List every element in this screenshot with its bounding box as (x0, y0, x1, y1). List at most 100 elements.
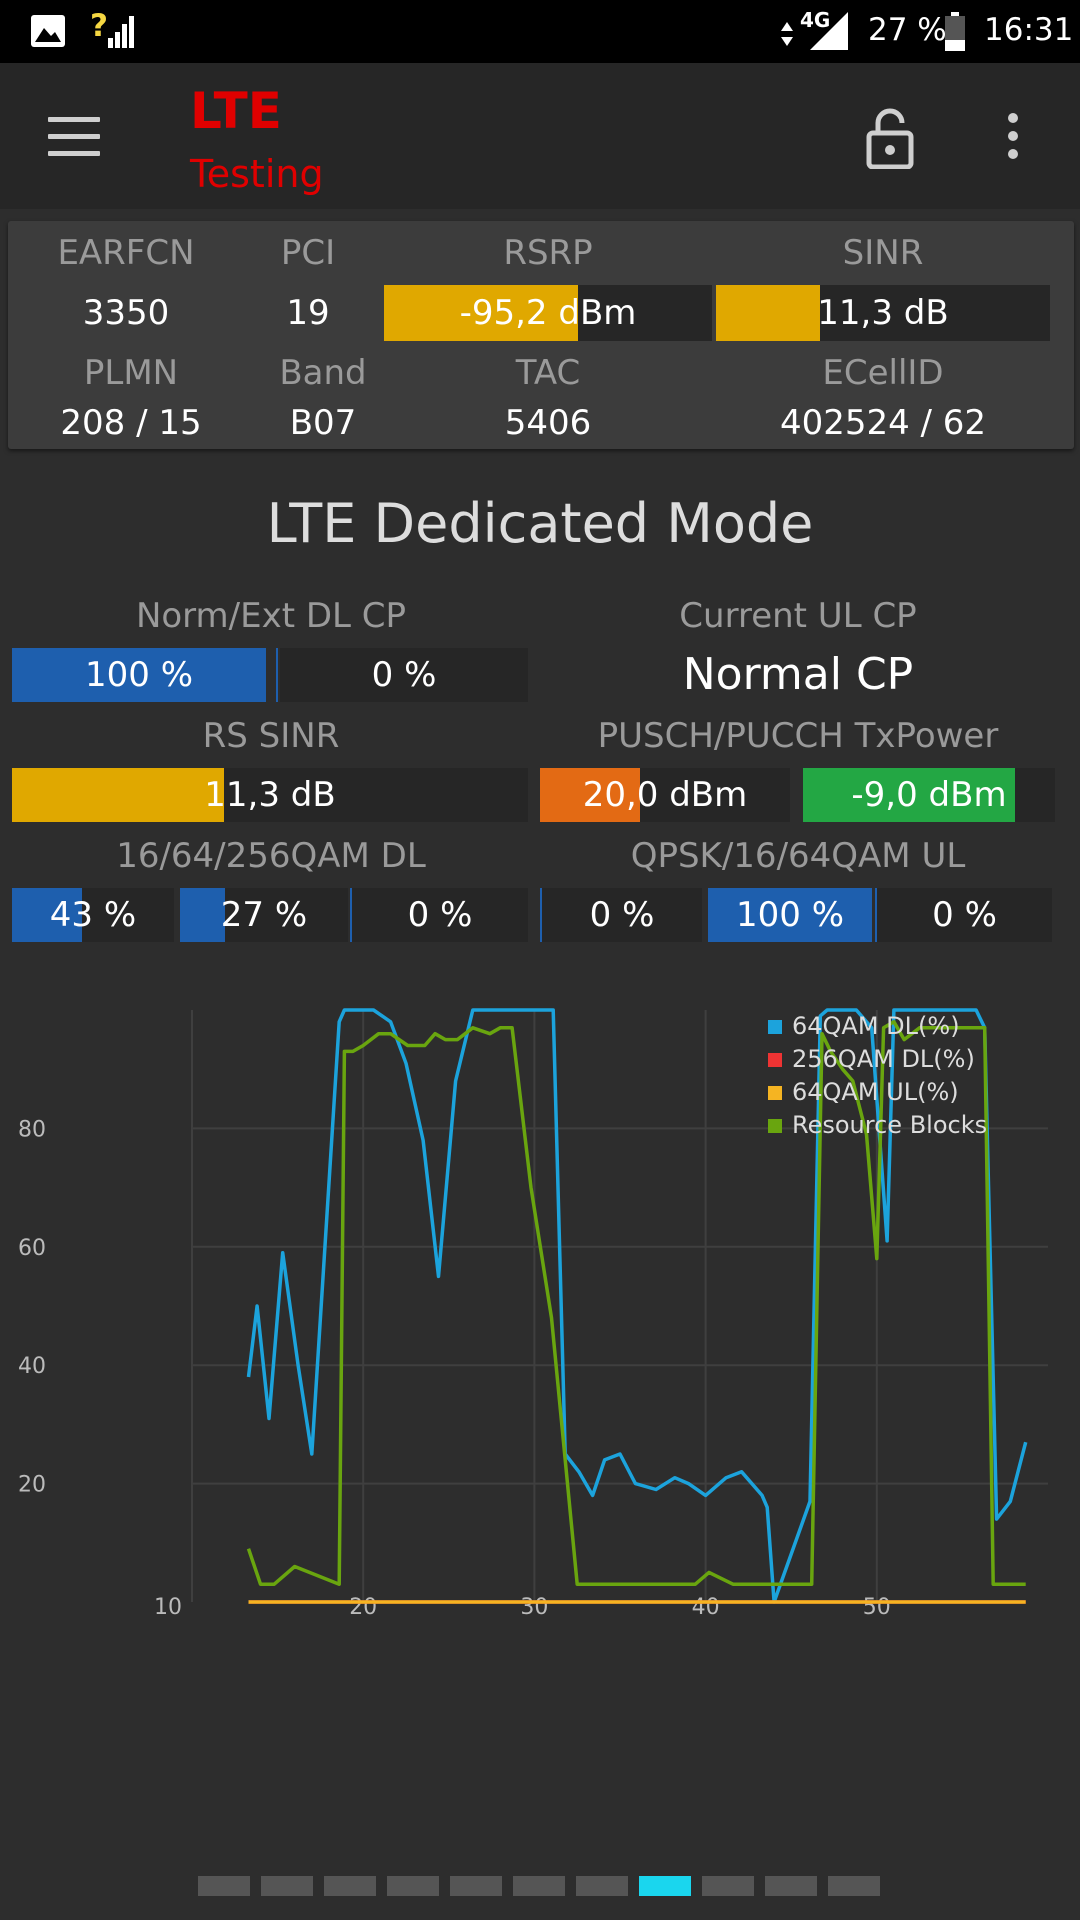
qpsk-ul-value: 0 % (589, 895, 655, 935)
qam16-ul-bar: 100 % (708, 888, 872, 942)
qam16-dl-fill (12, 888, 82, 942)
qam16-ul-value: 100 % (735, 895, 844, 935)
dl-cp-normal-value: 100 % (84, 655, 193, 695)
y-tick-label: 80 (18, 1117, 46, 1142)
pusch-power-value: 20,0 dBm (582, 775, 748, 815)
ul-cp-label: Current UL CP (679, 596, 917, 636)
earfcn-value: 3350 (82, 293, 170, 333)
page-indicator (0, 1876, 1080, 1896)
rsrp-bar-fill (384, 285, 578, 341)
qam64-dl-fill (180, 888, 226, 942)
page-dot[interactable] (639, 1876, 691, 1896)
qam16-ul-fill (708, 888, 872, 942)
qam64-ul-bar: 0 % (877, 888, 1052, 942)
tac-value: 5406 (504, 403, 592, 443)
qam64-ul-value: 0 % (932, 895, 997, 935)
network-type: 4G (800, 8, 831, 32)
data-arrows-icon (781, 22, 793, 46)
qam-ul-label: QPSK/16/64QAM UL (630, 836, 966, 876)
x-tick-label: 40 (692, 1595, 720, 1620)
legend-label: 256QAM DL(%) (792, 1045, 975, 1073)
x-tick-label: 10 (154, 1595, 182, 1620)
sinr-bar-fill (716, 285, 820, 341)
ecellid-value: 402524 / 62 (779, 403, 987, 443)
ecellid-label: ECellID (822, 353, 944, 393)
gallery-icon (31, 15, 65, 47)
pusch-power-bar: 20,0 dBm (540, 768, 790, 822)
qam16-dl-bar: 43 % (12, 888, 174, 942)
qam256-dl-value: 0 % (407, 895, 473, 935)
app-subtitle: Testing (190, 152, 324, 196)
dl-cp-normal-fill (12, 648, 266, 702)
dl-cp-extended-bar: 0 % (280, 648, 528, 702)
unknown-signal-icon: ? (90, 8, 108, 44)
section-title: LTE Dedicated Mode (266, 492, 814, 555)
series-line (246, 1008, 1028, 1604)
rsrp-bar: -95,2 dBm (384, 285, 712, 341)
page-dot[interactable] (828, 1876, 880, 1896)
divider (540, 888, 542, 942)
qam64-dl-bar: 27 % (180, 888, 348, 942)
dl-cp-normal-bar: 100 % (12, 648, 266, 702)
pci-value: 19 (286, 293, 330, 333)
legend-label: 64QAM UL(%) (792, 1078, 959, 1106)
earfcn-label: EARFCN (57, 233, 195, 273)
page-dot[interactable] (702, 1876, 754, 1896)
legend-swatch (768, 1053, 782, 1067)
x-tick-label: 50 (863, 1595, 891, 1620)
unlock-icon[interactable] (866, 105, 914, 169)
divider (276, 648, 278, 702)
sinr-value: 11,3 dB (817, 293, 949, 333)
qpsk-ul-bar: 0 % (542, 888, 702, 942)
legend-label: 64QAM DL(%) (792, 1012, 960, 1040)
rs-sinr-fill (12, 768, 224, 822)
y-tick-label: 20 (18, 1473, 46, 1498)
legend-swatch (768, 1119, 782, 1133)
rs-sinr-label: RS SINR (202, 716, 340, 756)
page-dot[interactable] (387, 1876, 439, 1896)
ul-cp-value: Normal CP (682, 649, 914, 700)
rsrp-label: RSRP (503, 233, 593, 273)
x-tick-label: 30 (520, 1595, 548, 1620)
tx-power-label: PUSCH/PUCCH TxPower (597, 716, 999, 756)
pucch-power-value: -9,0 dBm (851, 775, 1007, 815)
rs-sinr-value: 11,3 dB (204, 775, 336, 815)
page-dot[interactable] (513, 1876, 565, 1896)
plmn-value: 208 / 15 (60, 403, 202, 443)
page-dot[interactable] (450, 1876, 502, 1896)
divider (350, 888, 352, 942)
page-dot[interactable] (324, 1876, 376, 1896)
band-label: Band (279, 353, 367, 393)
divider (875, 888, 877, 942)
legend-label: Resource Blocks (792, 1111, 987, 1139)
battery-percent: 27 % (868, 12, 947, 48)
menu-icon[interactable] (48, 117, 100, 157)
app-title: LTE (190, 82, 282, 140)
page-dot[interactable] (765, 1876, 817, 1896)
x-tick-label: 20 (349, 1595, 377, 1620)
clock: 16:31 (984, 12, 1074, 48)
pucch-power-bar: -9,0 dBm (803, 768, 1055, 822)
page-dot[interactable] (261, 1876, 313, 1896)
more-options-icon[interactable] (1006, 113, 1020, 159)
dl-cp-extended-value: 0 % (371, 655, 437, 695)
signal-bars-icon (108, 16, 134, 48)
page-dot[interactable] (198, 1876, 250, 1896)
throughput-chart: 10 20 30 40 50 20 40 60 80 64QAM DL(%) 256QAM DL(%… (18, 1008, 1048, 1620)
cell-info-card: EARFCN PCI RSRP SINR 3350 19 -95,2 dBm 1… (8, 221, 1074, 449)
cell-signal-icon (810, 12, 848, 50)
page-dot[interactable] (576, 1876, 628, 1896)
legend-swatch (768, 1086, 782, 1100)
pucch-power-fill (803, 768, 1015, 822)
qam16-dl-value: 43 % (49, 895, 137, 935)
battery-icon (945, 12, 965, 51)
rs-sinr-bar: 11,3 dB (12, 768, 528, 822)
band-value: B07 (289, 403, 357, 443)
sinr-bar: 11,3 dB (716, 285, 1050, 341)
y-tick-label: 40 (18, 1354, 46, 1379)
tac-label: TAC (515, 353, 581, 393)
sinr-label: SINR (842, 233, 924, 273)
y-tick-label: 60 (18, 1236, 46, 1261)
legend-swatch (768, 1020, 782, 1034)
dl-cp-label: Norm/Ext DL CP (135, 596, 407, 636)
